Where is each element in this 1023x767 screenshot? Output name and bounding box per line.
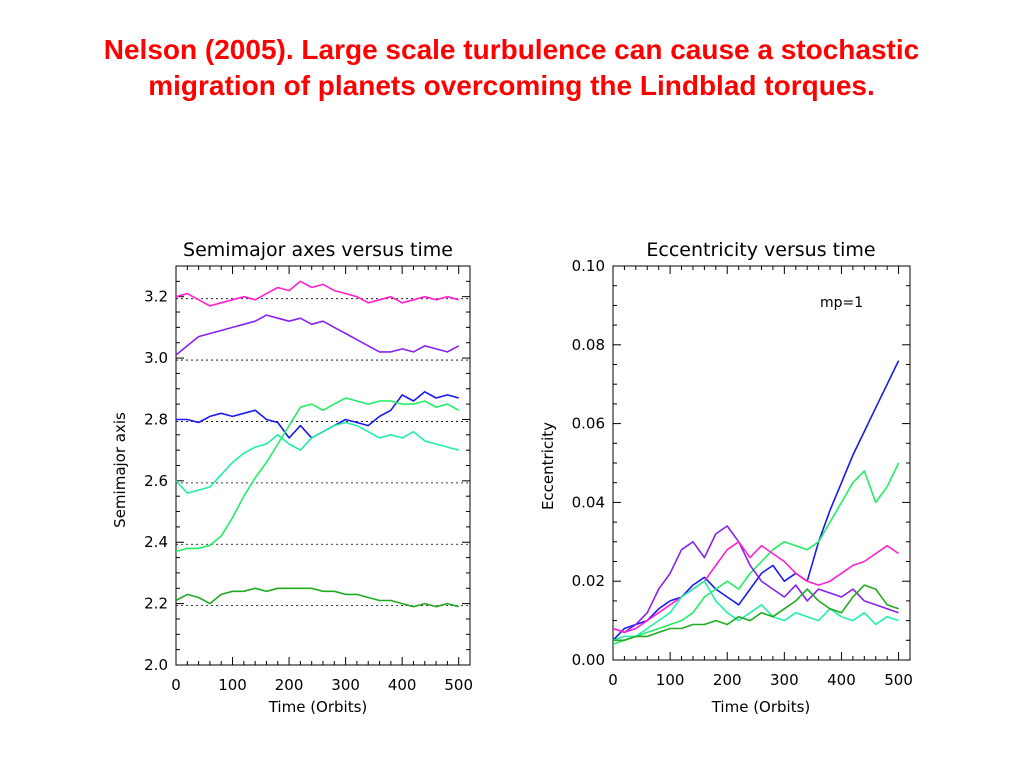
xtick-label-eccentricity-2: 200: [713, 671, 742, 689]
annotation-mp: mp=1: [820, 295, 863, 311]
ytick-label-semimajor-2: 2.4: [144, 533, 168, 551]
ytick-label-eccentricity-5: 0.10: [572, 257, 605, 275]
xtick-label-semimajor-4: 400: [388, 676, 417, 694]
ytick-label-semimajor-6: 3.2: [144, 288, 168, 306]
plot-title-eccentricity: Eccentricity versus time: [646, 239, 875, 261]
slide-title: Nelson (2005). Large scale turbulence ca…: [103, 34, 920, 101]
series-line-semimajor-3: [175, 397, 460, 553]
series-line-eccentricity-1: [612, 462, 900, 645]
series-line-eccentricity-2: [612, 525, 899, 634]
ytick-label-eccentricity-0: 0.00: [572, 651, 605, 669]
xtick-label-semimajor-0: 0: [171, 676, 181, 694]
ytick-label-semimajor-0: 2.0: [144, 656, 168, 674]
ytick-label-eccentricity-3: 0.06: [572, 415, 605, 433]
ytick-label-eccentricity-4: 0.08: [572, 336, 605, 354]
series-line-semimajor-0: [175, 280, 459, 307]
series-line-eccentricity-0: [612, 360, 900, 641]
series-line-eccentricity-4: [612, 580, 899, 642]
xlabel-semimajor: Time (Orbits): [268, 698, 368, 716]
xtick-label-semimajor-2: 200: [275, 676, 304, 694]
plot-title-semimajor: Semimajor axes versus time: [183, 239, 453, 261]
series-line-semimajor-2: [176, 390, 459, 439]
series-line-semimajor-4: [175, 421, 459, 494]
ytick-label-eccentricity-2: 0.04: [572, 493, 605, 511]
xtick-label-semimajor-1: 100: [218, 676, 247, 694]
xtick-label-eccentricity-5: 500: [884, 671, 913, 689]
xlabel-eccentricity: Time (Orbits): [711, 698, 811, 716]
xtick-label-eccentricity-0: 0: [608, 671, 618, 689]
plot-frame-semimajor: [175, 265, 471, 666]
eccentricity-plot: Eccentricity versus time Time (Orbits) E…: [539, 239, 913, 716]
xtick-label-semimajor-5: 500: [444, 676, 473, 694]
ylabel-eccentricity: Eccentricity: [539, 422, 557, 510]
xtick-label-semimajor-3: 300: [331, 676, 360, 694]
ylabel-semimajor: Semimajor axis: [111, 412, 129, 528]
series-line-eccentricity-3: [612, 540, 900, 634]
ytick-label-eccentricity-1: 0.02: [572, 572, 605, 590]
ytick-label-semimajor-4: 2.8: [144, 410, 168, 428]
series-line-eccentricity-5: [613, 584, 899, 642]
semimajor-plot: Semimajor axes versus time Time (Orbits)…: [111, 239, 473, 716]
series-line-semimajor-5: [175, 587, 459, 608]
xtick-label-eccentricity-4: 400: [827, 671, 856, 689]
ytick-label-semimajor-3: 2.6: [144, 472, 168, 490]
ytick-label-semimajor-5: 3.0: [144, 349, 168, 367]
xtick-label-eccentricity-3: 300: [770, 671, 799, 689]
ytick-label-semimajor-1: 2.2: [144, 595, 168, 613]
series-line-semimajor-1: [175, 314, 460, 356]
xtick-label-eccentricity-1: 100: [656, 671, 685, 689]
